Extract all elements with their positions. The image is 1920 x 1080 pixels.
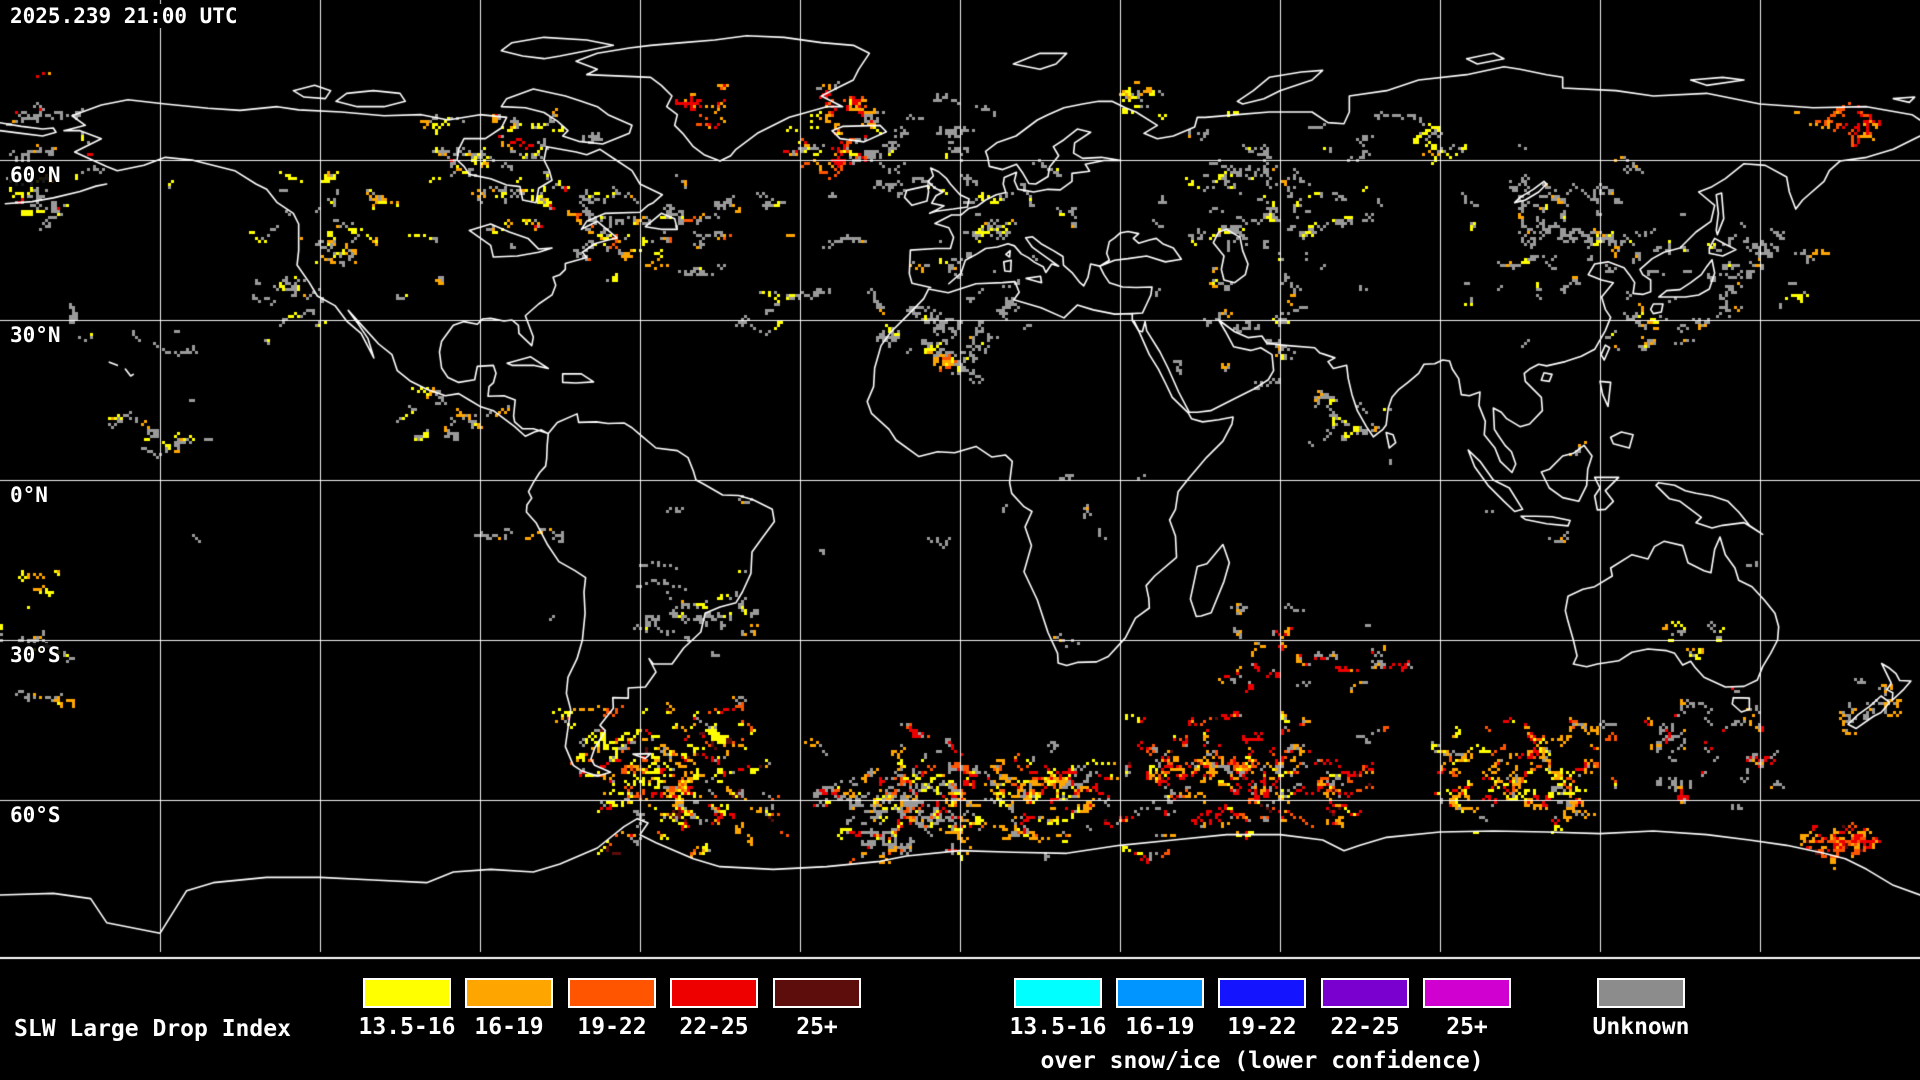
legend-item-standard-0: 13.5-16 (359, 978, 455, 1040)
legend-swatch-snowice-25plus (1423, 978, 1511, 1008)
legend-item-snowice-0: 13.5-16 (1010, 978, 1106, 1040)
latitude-label-0n: 0°N (8, 483, 50, 507)
legend-swatch-standard-22-25 (670, 978, 758, 1008)
legend-label-standard-13.5-16: 13.5-16 (358, 1014, 456, 1040)
latitude-label-30s: 30°S (8, 643, 63, 667)
legend-swatch-standard-19-22 (568, 978, 656, 1008)
legend-item-standard-4: 25+ (773, 978, 861, 1040)
legend-item-snowice-3: 22-25 (1321, 978, 1409, 1040)
legend-label-snowice-16-19: 16-19 (1125, 1014, 1195, 1040)
legend-swatch-snowice-16-19 (1116, 978, 1204, 1008)
legend-label-unknown: Unknown (1592, 1014, 1690, 1040)
legend-item-snowice-4: 25+ (1423, 978, 1511, 1040)
legend-label-standard-22-25: 22-25 (679, 1014, 749, 1040)
legend-label-snowice-25plus: 25+ (1446, 1014, 1488, 1040)
legend-label-snowice-13.5-16: 13.5-16 (1009, 1014, 1107, 1040)
legend-title: SLW Large Drop Index (14, 1016, 291, 1042)
legend-swatch-unknown (1597, 978, 1685, 1008)
legend-item-standard-3: 22-25 (670, 978, 758, 1040)
legend-swatch-snowice-22-25 (1321, 978, 1409, 1008)
legend-label-standard-16-19: 16-19 (474, 1014, 544, 1040)
legend-item-standard-2: 19-22 (568, 978, 656, 1040)
legend-swatch-snowice-13.5-16 (1014, 978, 1102, 1008)
legend-label-standard-19-22: 19-22 (577, 1014, 647, 1040)
latitude-label-60s: 60°S (8, 803, 63, 827)
timestamp: 2025.239 21:00 UTC (8, 4, 240, 28)
legend-swatch-standard-16-19 (465, 978, 553, 1008)
latitude-label-60n: 60°N (8, 163, 63, 187)
legend-swatch-snowice-19-22 (1218, 978, 1306, 1008)
legend-label-snowice-22-25: 22-25 (1330, 1014, 1400, 1040)
legend-label-standard-25plus: 25+ (796, 1014, 838, 1040)
latitude-label-30n: 30°N (8, 323, 63, 347)
legend-swatch-standard-25plus (773, 978, 861, 1008)
legend-caption-snow-ice: over snow/ice (lower confidence) (1040, 1048, 1484, 1074)
legend-item-unknown: Unknown (1593, 978, 1689, 1040)
legend-label-snowice-19-22: 19-22 (1227, 1014, 1297, 1040)
legend-item-snowice-2: 19-22 (1218, 978, 1306, 1040)
legend-item-standard-1: 16-19 (465, 978, 553, 1040)
legend-swatch-standard-13.5-16 (363, 978, 451, 1008)
legend-item-snowice-1: 16-19 (1116, 978, 1204, 1040)
